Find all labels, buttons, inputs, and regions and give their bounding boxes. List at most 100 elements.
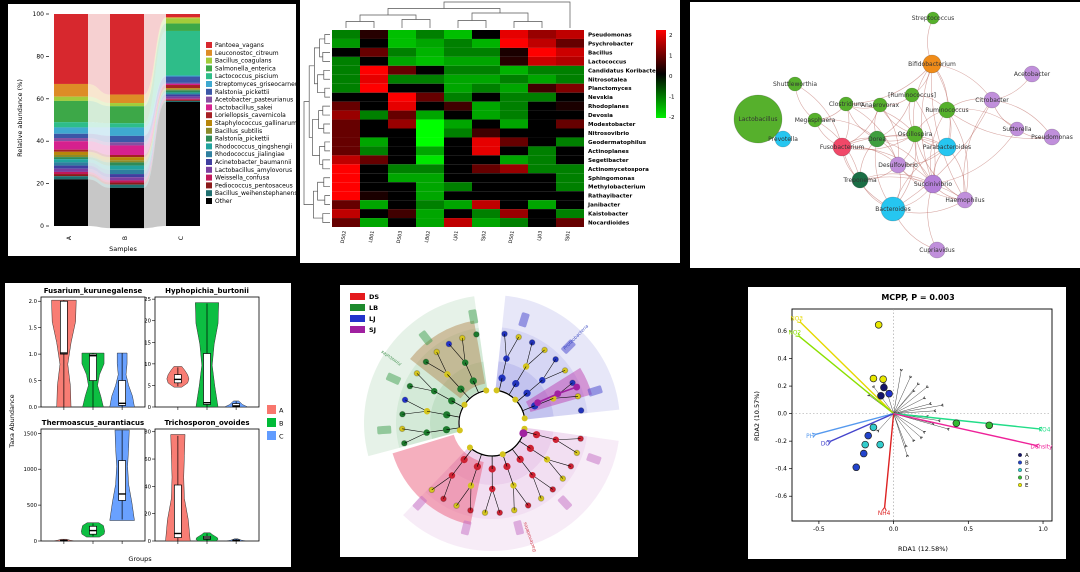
heatmap-cell: [388, 101, 416, 111]
legend-label: Rhodococcus_qingshengii: [215, 143, 293, 150]
cladogram-sector: [396, 327, 484, 448]
dendrogram-branch: [319, 38, 325, 58]
bar-segment: [54, 141, 88, 150]
heatmap-cell: [388, 65, 416, 75]
legend-dot: [1018, 467, 1023, 472]
row-label: Actinomycetospora: [588, 167, 649, 173]
heatmap-cell: [528, 119, 556, 129]
cladogram-edge: [504, 333, 507, 359]
heatmap-cell: [360, 83, 388, 93]
dendrogram-branch: [401, 19, 431, 28]
legend-dot: [1018, 475, 1023, 480]
heatmap-cell: [500, 56, 528, 66]
row-label: Kaistobacter: [588, 212, 628, 218]
cladogram-taxa-box: [557, 495, 572, 510]
network-node: [733, 94, 783, 144]
heatmap-cell: [388, 182, 416, 192]
bar-segment: [110, 145, 144, 155]
alluvial-ribbon: [144, 90, 166, 166]
alluvial-ribbon: [88, 138, 110, 146]
legend-swatch: [206, 96, 212, 103]
alluvial-ribbon: [88, 14, 110, 95]
abundance-chart: 0 20 40 60 80 100 A B C Pantoea_vagansLeuconostoc…: [33, 11, 296, 240]
cladogram-edge: [409, 385, 435, 392]
heatmap-cell: [388, 92, 416, 102]
legend-swatch: [206, 166, 212, 173]
box: [232, 403, 240, 408]
minor-arrow: [893, 370, 902, 414]
cladogram-leaf: [473, 331, 480, 338]
cladogram-edge: [425, 361, 448, 375]
arrow-head: [826, 440, 832, 445]
heatmap-cell: [472, 38, 500, 48]
facet-ytick-label: 0.5: [29, 379, 37, 385]
dendrogram-branch: [313, 190, 323, 219]
cladogram-edge: [555, 438, 581, 441]
cladogram-node: [519, 429, 528, 438]
network-edge: [841, 135, 948, 148]
cladogram-taxa-box: [561, 339, 576, 354]
network-node: [868, 130, 886, 148]
heatmap-cell: [444, 146, 472, 156]
arrow-head: [876, 429, 880, 433]
network-edge: [963, 99, 993, 201]
bar-segment: [54, 100, 88, 123]
row-label: Modestobacter: [588, 122, 636, 128]
env-arrow-label: Density: [1030, 445, 1053, 451]
col-label: LJ03: [536, 230, 544, 241]
arrow-head: [906, 454, 910, 458]
cladogram-leaf: [577, 407, 585, 414]
col-label: LB02: [424, 230, 432, 243]
bar-segment: [166, 76, 200, 83]
minor-arrow: [893, 403, 930, 414]
facet-ytick-label: 40: [144, 484, 151, 490]
minor-arrow: [893, 413, 924, 432]
network-edge: [931, 63, 993, 101]
heatmap-cell: [500, 38, 528, 48]
heatmap-cell: [472, 218, 500, 227]
heatmap-cell: [556, 128, 584, 138]
cladogram-edge: [492, 488, 500, 513]
alluvial-ribbon: [88, 149, 110, 158]
heatmap-cell: [472, 47, 500, 57]
legend-swatch: [206, 42, 212, 48]
heatmap-cell: [388, 110, 416, 120]
facet-ytick-label: 0: [148, 405, 152, 411]
alluvial-ribbon: [144, 82, 166, 146]
colorbar: [656, 30, 666, 118]
bar-segment: [166, 98, 200, 100]
cladogram-edge: [542, 370, 566, 381]
heatmap-cell: [472, 119, 500, 129]
legend-swatch: [206, 190, 212, 197]
network-node-label: Bacteroides: [875, 206, 910, 213]
heatmap-cell: [360, 119, 388, 129]
bar-segment: [110, 184, 144, 188]
col-label: DS02: [340, 230, 348, 244]
x-tick-label: C: [178, 236, 185, 240]
heatmap-cell: [388, 137, 416, 147]
cladogram-node: [510, 482, 517, 489]
legend-dot: [1018, 460, 1023, 465]
heatmap-cell: [528, 182, 556, 192]
heatmap-cell: [416, 30, 444, 39]
env-arrow: [893, 412, 1039, 430]
heatmap-cell: [332, 74, 360, 84]
network-node: [880, 196, 906, 222]
legend-swatch: [267, 431, 276, 440]
cladogram-taxa-box: [418, 330, 433, 346]
y-tick-label: 40: [36, 138, 44, 145]
dendrogram-branch: [317, 181, 325, 201]
x-tick-label: 0.0: [889, 526, 899, 533]
legend-label: Loriellopsis_cavernicola: [215, 112, 286, 119]
env-arrow: [800, 322, 895, 415]
alluvial-ribbon: [88, 176, 110, 188]
bar-segment: [166, 101, 200, 226]
y-tick-label: 80: [36, 53, 44, 60]
row-label: Lactococcus: [588, 59, 627, 65]
heatmap-cell: [388, 146, 416, 156]
bar-segment: [110, 127, 144, 136]
heatmap-cell: [444, 110, 472, 120]
heatmap-cell: [500, 146, 528, 156]
network-node-label: [Ruminococcus]: [888, 92, 936, 99]
cladogram-leaf: [567, 463, 575, 470]
